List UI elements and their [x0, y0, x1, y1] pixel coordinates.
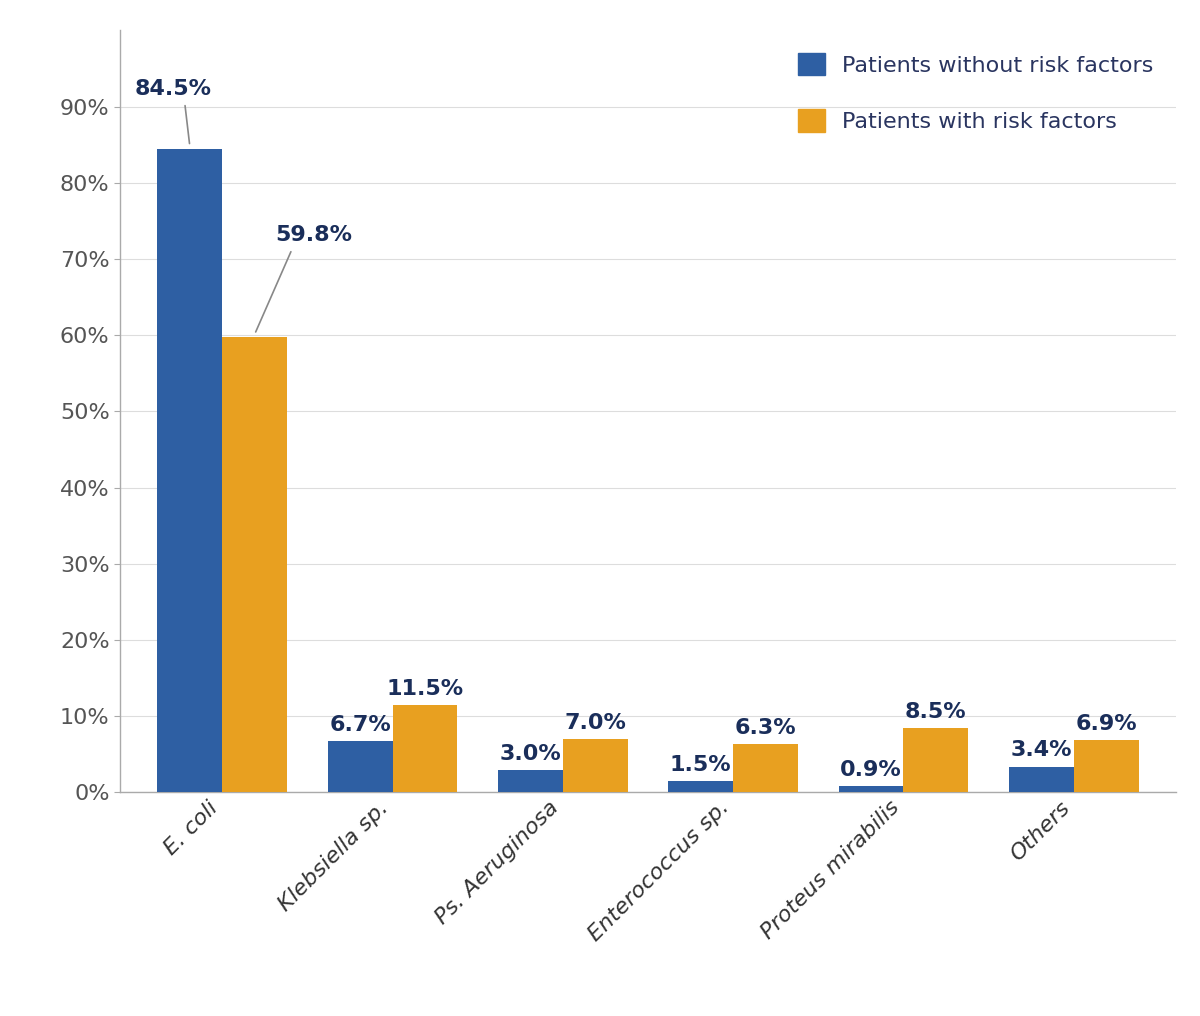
Text: 7.0%: 7.0%: [564, 713, 626, 734]
Bar: [222, 337, 287, 792]
Text: 3.4%: 3.4%: [1010, 741, 1072, 760]
Legend: Patients without risk factors, Patients with risk factors: Patients without risk factors, Patients …: [787, 42, 1165, 143]
Bar: [1009, 766, 1074, 792]
Bar: [839, 785, 904, 792]
Text: 8.5%: 8.5%: [905, 702, 967, 721]
Text: 11.5%: 11.5%: [386, 679, 463, 699]
Bar: [328, 742, 392, 792]
Text: 59.8%: 59.8%: [276, 226, 353, 246]
Bar: [904, 727, 968, 792]
Text: 6.7%: 6.7%: [329, 715, 391, 736]
Bar: [733, 745, 798, 792]
Bar: [157, 148, 222, 792]
Text: 84.5%: 84.5%: [134, 79, 211, 100]
Bar: [498, 770, 563, 792]
Bar: [392, 705, 457, 792]
Text: 6.3%: 6.3%: [734, 718, 797, 739]
Text: 0.9%: 0.9%: [840, 760, 902, 779]
Text: 3.0%: 3.0%: [499, 744, 562, 764]
Text: 6.9%: 6.9%: [1075, 714, 1136, 734]
Text: 1.5%: 1.5%: [670, 755, 732, 775]
Bar: [668, 781, 733, 792]
Bar: [563, 740, 628, 792]
Bar: [1074, 740, 1139, 792]
